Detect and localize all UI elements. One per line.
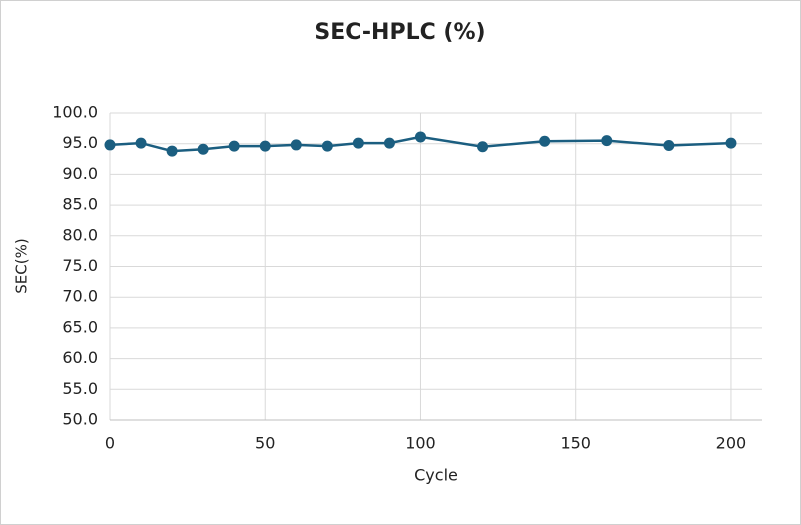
data-point xyxy=(539,135,551,147)
data-point xyxy=(601,135,613,147)
y-tick-label: 95.0 xyxy=(62,133,98,152)
y-tick-label: 80.0 xyxy=(62,225,98,244)
data-point xyxy=(166,145,178,157)
data-point xyxy=(725,137,737,149)
x-tick-label: 100 xyxy=(405,434,436,453)
y-tick-label: 50.0 xyxy=(62,410,98,429)
data-point xyxy=(259,140,271,152)
y-tick-label: 55.0 xyxy=(62,379,98,398)
data-point xyxy=(663,140,675,152)
x-tick-label: 50 xyxy=(255,434,275,453)
data-point xyxy=(414,131,426,143)
chart-title: SEC-HPLC (%) xyxy=(314,20,485,45)
y-axis-label: SEC(%) xyxy=(13,238,31,293)
data-point xyxy=(290,139,302,151)
data-point xyxy=(197,143,209,155)
y-tick-label: 60.0 xyxy=(62,348,98,367)
x-tick-label: 0 xyxy=(105,434,115,453)
x-axis-label: Cycle xyxy=(414,466,458,485)
y-tick-label: 70.0 xyxy=(62,287,98,306)
data-point xyxy=(104,139,116,151)
y-tick-label: 75.0 xyxy=(62,256,98,275)
y-tick-label: 65.0 xyxy=(62,317,98,336)
data-point xyxy=(135,137,147,149)
data-point xyxy=(321,140,333,152)
x-tick-label: 150 xyxy=(560,434,591,453)
data-point xyxy=(383,137,395,149)
y-tick-label: 90.0 xyxy=(62,164,98,183)
data-point xyxy=(228,140,240,152)
y-tick-label: 85.0 xyxy=(62,195,98,214)
x-tick-label: 200 xyxy=(716,434,747,453)
data-point xyxy=(477,141,489,153)
y-tick-label: 100.0 xyxy=(52,103,98,122)
data-point xyxy=(352,137,364,149)
data-line xyxy=(109,135,732,153)
